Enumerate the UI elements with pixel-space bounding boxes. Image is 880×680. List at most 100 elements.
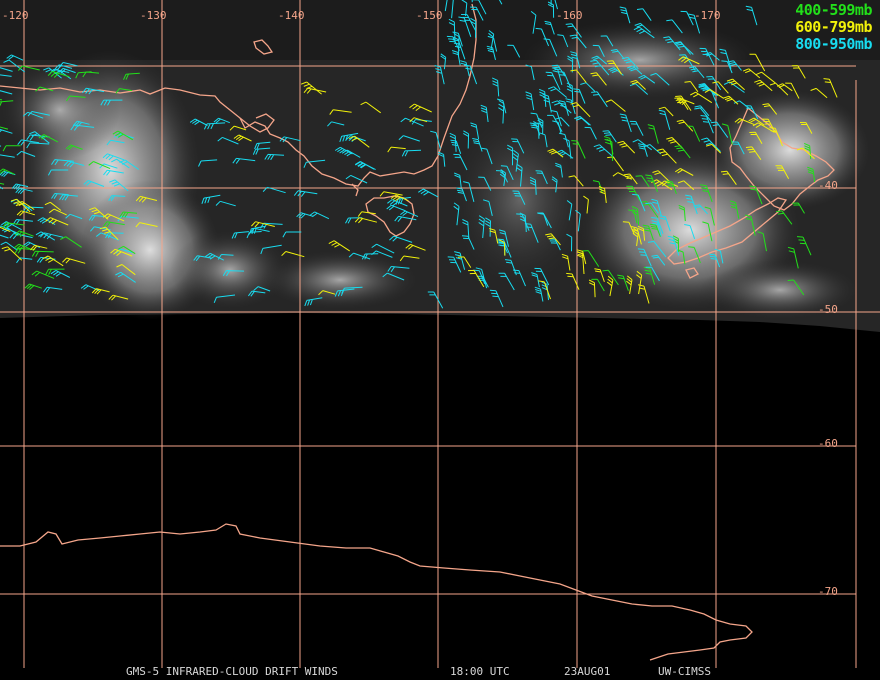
wind-barb xyxy=(575,209,581,232)
wind-barb xyxy=(99,163,118,169)
wind-barb xyxy=(100,99,123,106)
wind-barb xyxy=(198,159,218,167)
wind-barb xyxy=(470,122,480,140)
wind-barb xyxy=(29,131,50,144)
wind-barb xyxy=(478,176,492,191)
wind-barb xyxy=(2,145,21,152)
wind-barb xyxy=(539,88,547,107)
wind-barb xyxy=(189,118,208,126)
wind-barb xyxy=(394,215,417,223)
wind-barb xyxy=(135,222,158,228)
wind-barb xyxy=(88,161,111,170)
wind-barb xyxy=(123,72,140,80)
wind-barb xyxy=(498,272,515,291)
wind-barb xyxy=(106,139,125,146)
wind-barb xyxy=(556,149,574,159)
wind-barb xyxy=(418,188,439,198)
wind-barb xyxy=(201,194,221,204)
wind-barb xyxy=(334,288,355,297)
lat-label-70: -70 xyxy=(818,585,838,598)
wind-barb xyxy=(708,253,721,268)
wind-barb xyxy=(405,243,426,251)
wind-barb xyxy=(430,130,441,149)
wind-barb xyxy=(39,232,64,240)
wind-barb xyxy=(446,35,460,51)
wind-barb xyxy=(684,81,699,93)
wind-barb xyxy=(486,45,496,61)
wind-barb xyxy=(757,231,767,252)
wind-barb xyxy=(524,223,539,243)
wind-barb xyxy=(531,272,540,288)
wind-barb xyxy=(14,230,34,238)
wind-barb xyxy=(525,91,535,111)
wind-barb xyxy=(723,95,739,105)
wind-barb xyxy=(449,132,457,152)
wind-barb xyxy=(0,186,4,190)
wind-barb xyxy=(704,89,724,99)
wind-barb xyxy=(498,229,509,247)
wind-barb xyxy=(451,50,461,66)
wind-barb xyxy=(823,78,838,98)
wind-barb xyxy=(434,65,445,85)
wind-barb xyxy=(754,79,773,92)
wind-barb xyxy=(591,278,605,292)
wind-barb xyxy=(623,173,638,185)
wind-barb xyxy=(787,279,805,296)
wind-barb xyxy=(663,36,681,51)
wind-barb xyxy=(631,206,640,226)
wind-barb xyxy=(507,144,514,166)
wind-barb xyxy=(785,82,800,99)
wind-barb xyxy=(547,1,555,18)
coast-kangaroo-island xyxy=(253,39,274,55)
wind-barb xyxy=(59,194,78,201)
wind-barb xyxy=(203,122,226,130)
wind-barb xyxy=(456,187,467,202)
wind-barb xyxy=(674,41,691,55)
wind-barb xyxy=(684,224,696,240)
wind-barb xyxy=(0,90,13,95)
legend-400-599: 400-599mb xyxy=(795,1,872,19)
wind-barb xyxy=(529,122,541,136)
wind-barb xyxy=(437,151,446,167)
wind-barb xyxy=(645,266,660,282)
wind-barb xyxy=(58,67,76,74)
wind-barb xyxy=(674,97,689,110)
wind-barb xyxy=(0,154,15,158)
wind-barb xyxy=(686,125,701,142)
wind-barb xyxy=(460,60,470,77)
wind-barb xyxy=(444,0,448,12)
wind-barb xyxy=(650,72,670,86)
wind-barb xyxy=(399,255,420,262)
wind-barb xyxy=(13,243,32,251)
wind-barb xyxy=(590,72,607,86)
coast-bass-strait-island xyxy=(351,183,359,197)
wind-barb xyxy=(787,246,799,269)
wind-barb xyxy=(642,224,654,241)
wind-barb xyxy=(729,200,740,219)
wind-barb xyxy=(733,100,750,109)
wind-barb xyxy=(470,17,477,38)
wind-barb xyxy=(576,249,587,265)
wind-barb xyxy=(744,105,759,120)
wind-barb xyxy=(694,105,710,117)
wind-barb xyxy=(222,270,245,277)
wind-barb xyxy=(115,88,133,94)
lat-label-40: -40 xyxy=(818,179,838,192)
wind-barb xyxy=(643,266,656,285)
wind-barb xyxy=(552,120,562,135)
wind-barb xyxy=(116,264,136,276)
wind-barb xyxy=(303,87,327,94)
wind-barb xyxy=(454,172,462,188)
wind-barb xyxy=(551,64,566,77)
wind-barb xyxy=(401,149,422,157)
wind-barb xyxy=(769,82,789,96)
wind-barb xyxy=(400,210,419,218)
wind-barb xyxy=(345,135,366,142)
wind-barb xyxy=(701,137,721,152)
wind-barb xyxy=(26,142,50,149)
wind-barb xyxy=(262,186,286,194)
wind-barb xyxy=(688,246,701,264)
wind-barb xyxy=(606,275,614,297)
wind-barb xyxy=(712,81,729,94)
